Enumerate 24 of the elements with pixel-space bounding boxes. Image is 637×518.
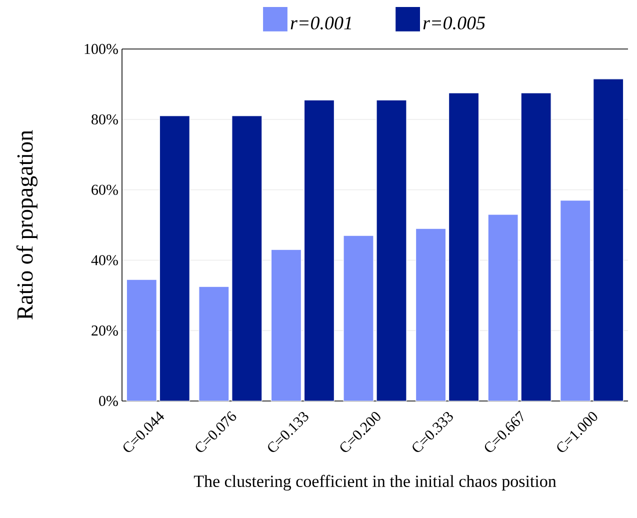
legend-label: r=0.005 xyxy=(423,16,485,30)
y-tick-label: 40% xyxy=(91,255,118,266)
x-axis-title: The clustering coefficient in the initial chaos position xyxy=(194,474,556,491)
bar xyxy=(343,235,374,402)
y-tick-label: 20% xyxy=(92,326,118,336)
bar xyxy=(488,214,518,402)
y-axis-title: Ratio of propagation xyxy=(16,130,38,320)
bar xyxy=(198,286,230,402)
bar xyxy=(304,100,335,402)
bar xyxy=(593,78,624,402)
bar xyxy=(560,200,591,402)
bar xyxy=(159,116,190,402)
y-tick-label: 0% xyxy=(99,396,118,406)
y-tick-label: 60% xyxy=(92,184,118,195)
bar xyxy=(232,116,262,402)
y-tick-label: 80% xyxy=(92,114,118,124)
bar xyxy=(520,92,552,402)
bar xyxy=(376,100,407,402)
bar xyxy=(448,92,480,402)
legend-label: r=0.001 xyxy=(290,16,351,30)
bar xyxy=(126,279,157,402)
y-tick-label: 100% xyxy=(84,44,118,54)
bar xyxy=(415,228,446,402)
bar xyxy=(270,249,302,402)
